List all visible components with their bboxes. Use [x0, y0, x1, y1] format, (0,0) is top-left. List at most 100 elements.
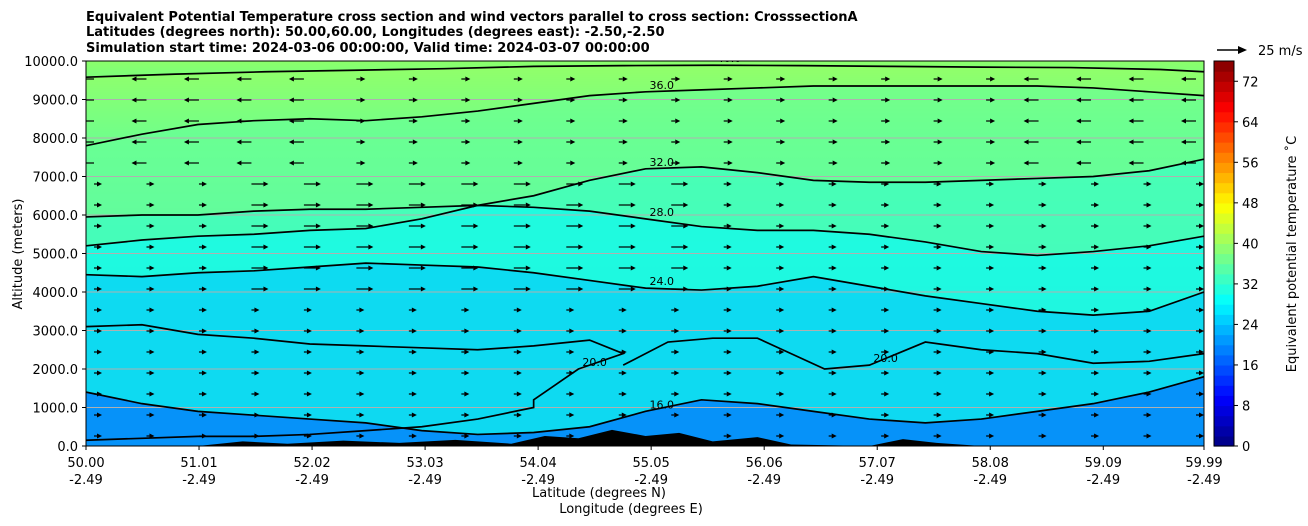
wind-vector-head: [675, 118, 681, 124]
wind-vector-head: [622, 160, 628, 166]
wind-vector-head: [1199, 370, 1204, 376]
wind-vectors: [79, 76, 1204, 439]
wind-vector-head: [936, 286, 942, 292]
wind-vector-head: [97, 349, 102, 355]
wind-vector-head: [1146, 181, 1152, 187]
wind-vector-head: [885, 139, 891, 145]
wind-vector-head: [79, 161, 84, 166]
wind-vector-head: [411, 391, 417, 397]
wind-vector-head: [569, 370, 575, 376]
wind-vector-head: [1181, 139, 1186, 145]
wind-vector-head: [97, 223, 102, 229]
wind-vector-head: [201, 265, 207, 271]
wind-vector-head: [97, 181, 102, 187]
wind-vector-head: [315, 202, 321, 208]
wind-vector-head: [288, 160, 294, 166]
contour-fill-band: [86, 376, 1204, 446]
wind-vector-head: [465, 118, 471, 124]
wind-vector-head: [936, 328, 942, 334]
wind-vector-head: [516, 307, 522, 313]
wind-vector-head: [1076, 76, 1082, 82]
wind-vector-head: [525, 244, 531, 250]
wind-vector-head: [306, 349, 312, 355]
wind-vector-head: [411, 433, 417, 439]
wind-vector-head: [254, 349, 260, 355]
wind-vector-head: [1094, 349, 1100, 355]
wind-vector-head: [183, 118, 189, 124]
wind-vector-head: [1146, 370, 1152, 376]
wind-vector-head: [726, 370, 732, 376]
wind-vector-head: [831, 307, 837, 313]
wind-vector-head: [465, 97, 471, 103]
wind-vector-head: [630, 202, 636, 208]
wind-vector-head: [936, 223, 942, 229]
colorbar-segment: [1214, 334, 1234, 346]
wind-vector-head: [516, 349, 522, 355]
wind-vector-head: [1199, 223, 1204, 229]
wind-vector-head: [831, 223, 837, 229]
x-tick-label-lon: -2.49: [634, 473, 668, 488]
wind-vector-head: [674, 328, 680, 334]
wind-vector-head: [884, 244, 890, 250]
colorbar-segment: [1214, 314, 1234, 326]
wind-vector-head: [1094, 286, 1100, 292]
wind-vector-head: [726, 391, 732, 397]
wind-vector-head: [420, 244, 426, 250]
wind-vector-head: [1023, 76, 1029, 82]
wind-vector-head: [288, 76, 294, 82]
x-tick-label-lat: 59.09: [1085, 456, 1122, 471]
wind-vector-head: [779, 391, 785, 397]
wind-vector-head: [1128, 76, 1134, 82]
wind-vector-head: [306, 412, 312, 418]
wind-vector-head: [675, 97, 681, 103]
x-axis-label-latitude: Latitude (degrees N): [532, 486, 666, 501]
wind-vector-head: [578, 244, 584, 250]
wind-vector-head: [420, 265, 426, 271]
wind-vector-head: [1146, 265, 1152, 271]
wind-vector-head: [183, 97, 189, 103]
wind-vector-head: [884, 391, 890, 397]
wind-vector-head: [517, 76, 523, 82]
wind-vector-head: [201, 412, 207, 418]
wind-vector-head: [183, 76, 189, 82]
wind-vector-head: [727, 118, 733, 124]
wind-vector-head: [936, 433, 942, 439]
wind-vector-head: [412, 139, 418, 145]
wind-vector-head: [1146, 328, 1152, 334]
wind-vector-head: [473, 244, 479, 250]
x-tick-label-lon: -2.49: [1086, 473, 1120, 488]
wind-vector-head: [674, 349, 680, 355]
wind-vector-head: [1041, 181, 1047, 187]
y-axis-ticks: 0.0 1000.0 2000.0 3000.0 4000.0 5000.0 6000.0 7…: [24, 55, 86, 455]
y-tick-label: 2000.0: [33, 363, 79, 378]
wind-vector-head: [1041, 202, 1047, 208]
colorbar-tick-label: 0: [1242, 440, 1250, 455]
wind-vector-head: [989, 370, 995, 376]
wind-vector-head: [780, 118, 786, 124]
wind-vector-head: [630, 244, 636, 250]
wind-vector-head: [359, 307, 365, 313]
wind-vector-head: [780, 97, 786, 103]
wind-vector-head: [97, 370, 102, 376]
wind-vector-head: [1076, 139, 1082, 145]
wind-vector-head: [263, 286, 269, 292]
colorbar-segment: [1214, 263, 1234, 275]
wind-vector-head: [1041, 433, 1047, 439]
wind-vector-head: [569, 391, 575, 397]
wind-vector-head: [517, 118, 523, 124]
colorbar-segment: [1214, 91, 1234, 103]
x-axis-label-longitude: Longitude (degrees E): [559, 502, 703, 517]
x-tick-label-lat: 56.06: [746, 456, 783, 471]
wind-vector-head: [411, 370, 417, 376]
contour-label: 28.0: [650, 206, 675, 219]
wind-vector-head: [1094, 202, 1100, 208]
wind-vector-head: [779, 370, 785, 376]
wind-vector-head: [306, 391, 312, 397]
colorbar-segment: [1214, 294, 1234, 305]
wind-vector-head: [254, 412, 260, 418]
y-axis-label: Altitude (meters): [11, 199, 26, 310]
wind-vector-head: [201, 202, 207, 208]
x-tick-label-lon: -2.49: [860, 473, 894, 488]
colorbar-segment: [1214, 405, 1234, 417]
